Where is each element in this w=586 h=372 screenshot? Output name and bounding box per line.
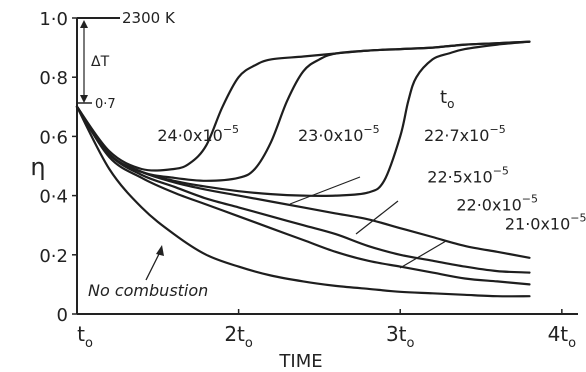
start-level-label: 0·7 — [95, 97, 116, 112]
series-line — [75, 105, 531, 259]
no-combustion-arrow-head — [156, 245, 164, 256]
leader-22-5 — [289, 176, 361, 205]
curve-label: 24·0x10−5 — [157, 123, 239, 145]
y-tick-label: 1·0 — [39, 9, 68, 30]
leader-21-0 — [399, 240, 447, 269]
delta-t-arrow-head-down — [80, 95, 88, 103]
curve-label: 22·5x10−5 — [427, 164, 509, 186]
y-tick-label: 0·4 — [39, 187, 68, 208]
curve-label: 21·0x10−5 — [505, 212, 586, 234]
series-line — [75, 40, 531, 172]
delta-t-arrow-head-up — [80, 20, 88, 28]
curve-label: 22·7x10−5 — [424, 123, 506, 145]
delta-t-label: ΔT — [91, 54, 110, 70]
y-tick-label: 0·6 — [39, 127, 68, 148]
x-tick-label: to — [77, 322, 93, 351]
series-line — [75, 105, 531, 298]
y-tick-label: 0·8 — [39, 68, 68, 89]
tick-marks — [72, 17, 563, 315]
y-axis-title: η — [30, 153, 45, 181]
annotations: 2300 K ΔT 0·7 to No combustion TIME η — [30, 9, 454, 372]
temperature-top-label: 2300 K — [122, 9, 176, 27]
x-tick-label: 2to — [224, 322, 253, 351]
curve-label: 23·0x10−5 — [298, 123, 380, 145]
curve-label-leaders — [289, 176, 447, 269]
y-tick-label: 0·2 — [39, 246, 68, 267]
series-group — [75, 40, 531, 298]
curve-labels: 24·0x10−5 23·0x10−5 22·7x10−5 22·5x10−5 22·0… — [157, 123, 586, 234]
series-line — [75, 40, 531, 197]
curve-label: 22·0x10−5 — [456, 192, 538, 214]
axes — [76, 18, 578, 315]
y-tick-labels: 0 0·2 0·4 0·6 0·8 1·0 — [39, 9, 68, 326]
series-line — [75, 105, 531, 286]
x-tick-label: 4to — [548, 322, 577, 351]
parameter-label: to — [440, 87, 454, 111]
leader-22-0 — [355, 200, 399, 235]
no-combustion-arrow — [145, 249, 162, 281]
series-line — [75, 105, 531, 274]
no-combustion-label: No combustion — [88, 281, 208, 300]
x-tick-label: 3to — [386, 322, 415, 351]
series-line — [75, 40, 531, 182]
y-tick-label: 0 — [57, 305, 68, 326]
x-axis-title: TIME — [278, 351, 322, 372]
x-tick-labels: to 2to 3to 4to — [77, 322, 576, 351]
